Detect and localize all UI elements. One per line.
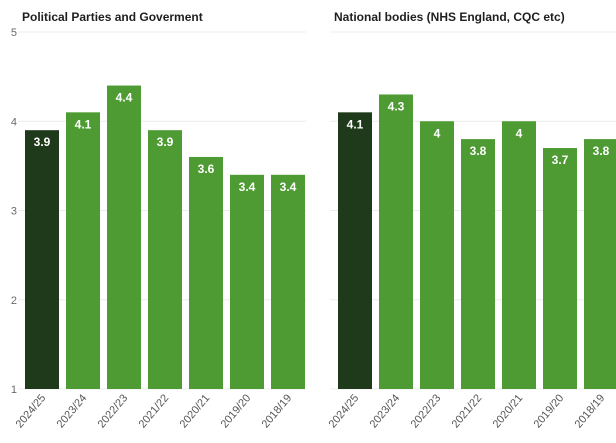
data-label: 4.4 (116, 91, 133, 105)
bar-2023-24 (379, 94, 413, 389)
bar-2020-21 (189, 156, 223, 389)
x-tick-label: 2021/22 (137, 392, 172, 430)
y-tick-label: 4 (11, 116, 17, 128)
data-label: 4 (434, 126, 441, 140)
x-tick-label: 2021/22 (450, 392, 485, 430)
bar-2021-22 (461, 139, 495, 389)
bar-2019-20 (230, 174, 264, 389)
bar-2018-19 (584, 139, 616, 389)
data-label: 3.4 (239, 180, 256, 194)
x-tick-label: 2022/23 (96, 392, 131, 430)
x-tick-label: 2023/24 (55, 392, 90, 430)
data-label: 3.9 (157, 135, 174, 149)
y-tick-label: 5 (11, 27, 17, 39)
x-tick-label: 2024/25 (14, 392, 49, 430)
bar-2024-25 (338, 112, 372, 389)
panel-title: Political Parties and Goverment (22, 10, 203, 24)
y-tick-label: 1 (11, 384, 17, 396)
panel-title: National bodies (NHS England, CQC etc) (334, 10, 565, 24)
bar-2023-24 (66, 112, 100, 389)
y-tick-label: 3 (11, 206, 17, 218)
bar-2022-23 (420, 121, 454, 389)
data-label: 4.3 (388, 99, 405, 113)
bar-2024-25 (25, 130, 59, 390)
x-tick-label: 2018/19 (260, 392, 295, 430)
chart-panel-2: National bodies (NHS England, CQC etc) 4.… (327, 10, 616, 430)
bar-2018-19 (271, 174, 305, 389)
x-tick-label: 2020/21 (178, 392, 213, 430)
data-label: 3.8 (593, 144, 610, 158)
x-tick-label: 2024/25 (327, 392, 362, 430)
data-label: 3.7 (552, 153, 569, 167)
bar-2022-23 (107, 85, 141, 390)
x-tick-label: 2020/21 (491, 392, 526, 430)
data-label: 4 (516, 126, 523, 140)
bar-2020-21 (502, 121, 536, 389)
x-tick-label: 2023/24 (368, 392, 403, 430)
data-label: 3.4 (280, 180, 297, 194)
x-tick-label: 2019/20 (532, 392, 567, 430)
x-tick-label: 2019/20 (219, 392, 254, 430)
data-label: 4.1 (75, 117, 92, 131)
data-label: 3.9 (34, 135, 51, 149)
bar-2021-22 (148, 130, 182, 390)
x-tick-label: 2022/23 (409, 392, 444, 430)
bar-2019-20 (543, 148, 577, 389)
data-label: 3.6 (198, 162, 215, 176)
data-label: 4.1 (347, 117, 364, 131)
y-tick-label: 2 (11, 295, 17, 307)
chart-panel-1: Political Parties and Goverment 1 2 3 4 5 3.9 2… (11, 10, 306, 430)
x-tick-label: 2018/19 (573, 392, 608, 430)
data-label: 3.8 (470, 144, 487, 158)
